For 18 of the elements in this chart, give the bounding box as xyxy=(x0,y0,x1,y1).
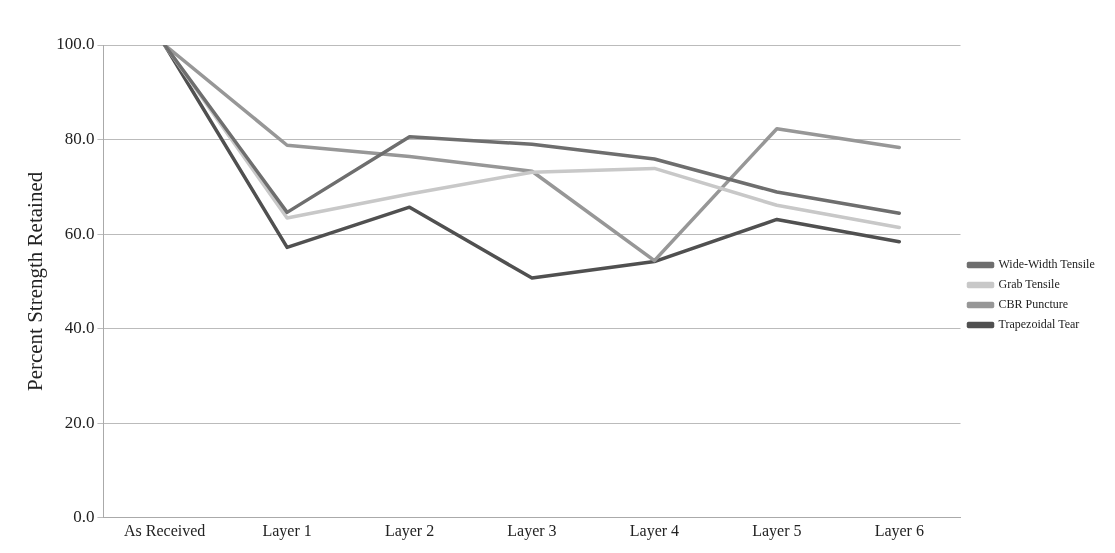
x-tick-label: Layer 4 xyxy=(629,521,680,540)
y-tick-label: 0.0 xyxy=(73,507,95,527)
y-tick-label: 60.0 xyxy=(64,223,95,243)
x-tick-label: Layer 2 xyxy=(384,521,435,540)
x-tick-label: As Received xyxy=(124,521,206,539)
x-tick-label: Layer 5 xyxy=(752,521,802,540)
y-tick-label: 20.0 xyxy=(64,412,95,432)
legend-label: Wide-Width Tensile xyxy=(998,257,1095,272)
legend-label: Grab Tensile xyxy=(998,277,1060,292)
y-axis-title: Percent Strength Retained xyxy=(23,171,48,392)
legend-label: CBR Puncture xyxy=(998,297,1069,312)
x-tick-label: Layer 6 xyxy=(874,521,924,540)
legend-label: Trapezoidal Tear xyxy=(998,317,1080,332)
y-tick-label: 80.0 xyxy=(64,129,95,149)
y-tick-label: 100.0 xyxy=(56,34,95,54)
y-tick-label: 40.0 xyxy=(64,318,95,338)
x-tick-label: Layer 1 xyxy=(262,521,312,540)
x-tick-label: Layer 3 xyxy=(507,521,557,540)
